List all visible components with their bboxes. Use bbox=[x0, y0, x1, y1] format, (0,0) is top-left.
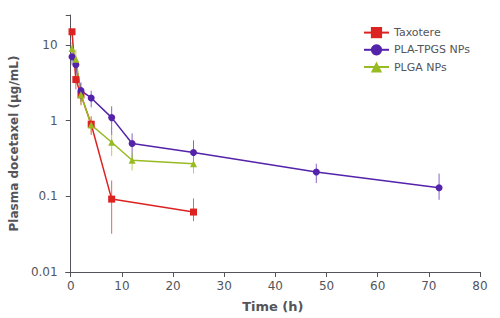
svg-text:60: 60 bbox=[370, 279, 385, 293]
svg-text:70: 70 bbox=[421, 279, 436, 293]
svg-text:Plasma docetaxel (μg/mL): Plasma docetaxel (μg/mL) bbox=[7, 56, 21, 232]
svg-text:50: 50 bbox=[319, 279, 334, 293]
svg-text:PLGA NPs: PLGA NPs bbox=[394, 61, 447, 74]
svg-text:Taxotere: Taxotere bbox=[393, 26, 441, 39]
svg-text:Time (h): Time (h) bbox=[242, 299, 303, 314]
svg-text:0: 0 bbox=[67, 279, 75, 293]
svg-text:10: 10 bbox=[42, 38, 57, 52]
svg-text:40: 40 bbox=[268, 279, 283, 293]
svg-text:10: 10 bbox=[114, 279, 129, 293]
svg-text:0.1: 0.1 bbox=[39, 189, 58, 203]
svg-text:20: 20 bbox=[165, 279, 180, 293]
svg-text:0.01: 0.01 bbox=[31, 265, 58, 279]
svg-text:1: 1 bbox=[50, 114, 58, 128]
svg-text:30: 30 bbox=[217, 279, 232, 293]
svg-text:80: 80 bbox=[472, 279, 487, 293]
svg-text:PLA-TPGS NPs: PLA-TPGS NPs bbox=[394, 43, 470, 56]
